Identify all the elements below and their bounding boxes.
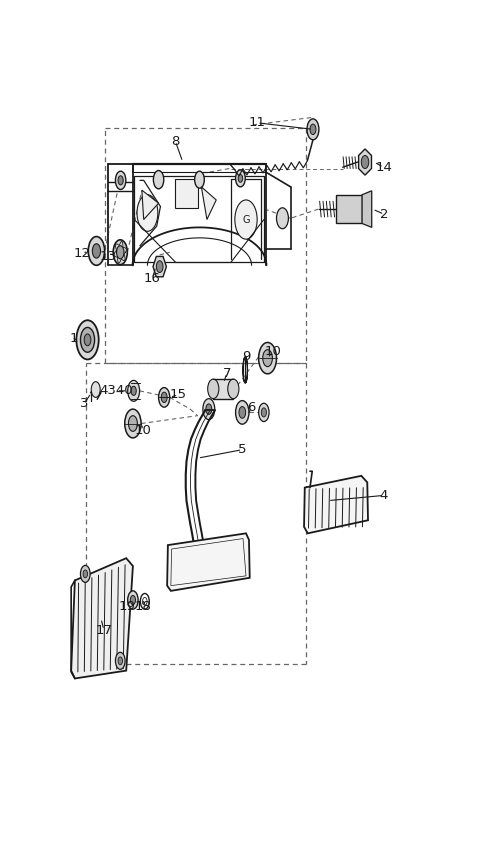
Circle shape	[115, 171, 126, 189]
Circle shape	[156, 261, 163, 273]
Polygon shape	[153, 256, 167, 277]
Text: 17: 17	[96, 624, 112, 637]
Text: 4: 4	[380, 489, 388, 502]
Polygon shape	[175, 179, 198, 208]
Polygon shape	[362, 191, 372, 228]
Circle shape	[128, 380, 140, 402]
Text: 5: 5	[238, 443, 247, 456]
Text: 11: 11	[249, 116, 265, 129]
Text: G: G	[242, 215, 250, 224]
Text: 12: 12	[74, 247, 91, 260]
Circle shape	[236, 401, 249, 424]
Polygon shape	[171, 538, 246, 586]
Circle shape	[88, 237, 105, 265]
Circle shape	[118, 657, 122, 665]
Circle shape	[115, 652, 125, 669]
Text: 19: 19	[119, 600, 135, 613]
Text: 15: 15	[170, 388, 187, 402]
Circle shape	[143, 598, 147, 605]
Polygon shape	[142, 190, 158, 220]
Polygon shape	[71, 558, 133, 678]
Text: 4340: 4340	[100, 385, 133, 397]
Circle shape	[118, 176, 123, 185]
Text: 6: 6	[247, 402, 256, 414]
Text: 16: 16	[144, 272, 161, 285]
Text: 8: 8	[171, 135, 180, 148]
Bar	[213, 379, 233, 399]
Circle shape	[113, 239, 127, 265]
Circle shape	[83, 570, 87, 578]
Text: 13: 13	[100, 250, 117, 262]
Circle shape	[238, 174, 243, 183]
Circle shape	[228, 379, 239, 399]
Polygon shape	[167, 533, 250, 591]
Circle shape	[203, 399, 215, 419]
Circle shape	[140, 593, 149, 610]
Circle shape	[129, 416, 137, 431]
Circle shape	[125, 409, 141, 438]
Polygon shape	[202, 187, 216, 220]
Circle shape	[239, 407, 246, 419]
Circle shape	[236, 170, 245, 187]
Text: 1: 1	[70, 332, 78, 345]
Circle shape	[84, 334, 91, 346]
Text: 18: 18	[134, 600, 151, 613]
Circle shape	[195, 171, 204, 188]
Circle shape	[91, 382, 100, 397]
Circle shape	[81, 565, 90, 582]
Circle shape	[263, 350, 273, 367]
Circle shape	[158, 387, 170, 408]
Circle shape	[76, 320, 99, 359]
Text: 14: 14	[375, 160, 392, 174]
Circle shape	[117, 245, 124, 259]
Text: 3: 3	[80, 397, 88, 410]
Circle shape	[161, 392, 167, 402]
Text: 9: 9	[242, 351, 250, 363]
Circle shape	[92, 244, 100, 258]
Circle shape	[128, 591, 138, 610]
Circle shape	[131, 386, 136, 396]
Circle shape	[259, 342, 276, 374]
Circle shape	[81, 328, 95, 352]
Circle shape	[208, 379, 219, 399]
Circle shape	[361, 155, 369, 169]
Circle shape	[261, 408, 266, 417]
Bar	[336, 194, 362, 223]
Text: 7: 7	[222, 367, 231, 380]
Circle shape	[276, 208, 288, 228]
Text: 10: 10	[135, 424, 152, 436]
Circle shape	[307, 119, 319, 140]
Text: 10: 10	[264, 345, 281, 358]
Polygon shape	[304, 475, 368, 533]
Circle shape	[206, 404, 212, 414]
Circle shape	[130, 595, 135, 604]
Circle shape	[310, 124, 316, 135]
Text: 2: 2	[380, 208, 389, 221]
Circle shape	[137, 194, 158, 231]
Polygon shape	[359, 149, 372, 175]
Circle shape	[154, 171, 164, 188]
Circle shape	[259, 403, 269, 422]
Circle shape	[235, 200, 257, 239]
